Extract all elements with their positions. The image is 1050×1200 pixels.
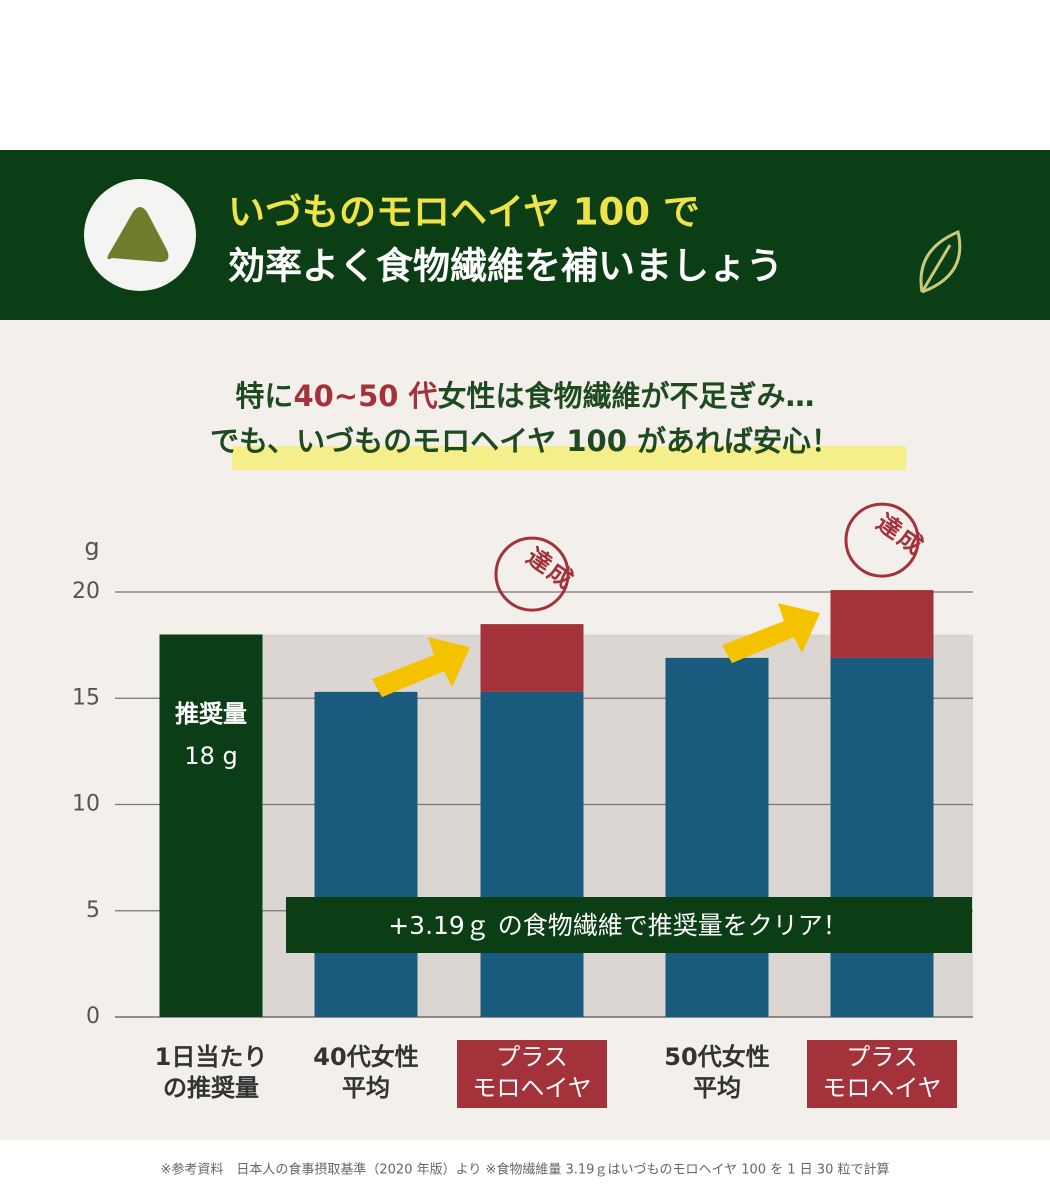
category-box: [457, 1040, 607, 1108]
bar-series-label: 推奨量: [175, 700, 247, 728]
bar: [314, 691, 418, 1017]
x-tick-label: 平均: [342, 1074, 390, 1102]
x-tick-label: モロヘイヤ: [822, 1074, 941, 1102]
annotation: +3.19ｇ の食物繊維で推奨量をクリア！: [388, 911, 848, 940]
x-tick-label: プラス: [496, 1043, 568, 1071]
x-tick-label: プラス: [846, 1043, 918, 1071]
bar-value-label: 18 g: [184, 742, 237, 770]
header-title-line1: いづものモロヘイヤ 100 で: [228, 191, 700, 234]
y-tick-label: 5: [86, 898, 100, 923]
bar: [665, 657, 769, 1017]
lead-line1: 特に40~50 代女性は食物繊維が不足ぎみ…: [235, 379, 814, 413]
x-tick-label: 平均: [693, 1074, 741, 1102]
bar: [480, 691, 584, 1017]
annotation-box: [286, 897, 972, 953]
footnote: ※参考資料 日本人の食事摂取基準（2020 年版）より ※食物繊維量 3.19ｇ…: [161, 1162, 890, 1178]
arrow: [722, 603, 820, 664]
tablet: [107, 207, 169, 262]
y-tick-label: 10: [72, 792, 100, 817]
y-tick-label: 15: [72, 685, 100, 710]
bar: [830, 590, 934, 658]
x-tick-label: モロヘイヤ: [472, 1074, 591, 1102]
lead-line2: でも、いづものモロヘイヤ 100 があれば安心！: [210, 424, 840, 458]
y-tick-label: 20: [72, 579, 100, 604]
highlight: [232, 446, 906, 470]
header-title-line2: 効率よく食物繊維を補いましょう: [228, 245, 783, 288]
x-tick-label: の推奨量: [163, 1074, 259, 1102]
category-box: [807, 1040, 957, 1108]
x-tick-label: 40代女性: [313, 1043, 418, 1071]
y-tick-label: 0: [86, 1004, 100, 1029]
stamp-ring: [494, 536, 570, 612]
leaf-icon: [919, 229, 962, 294]
stamp-ring: [844, 502, 920, 578]
bar: [480, 624, 584, 692]
arrow: [372, 637, 470, 698]
x-tick-label: 50代女性: [664, 1043, 769, 1071]
x-tick-label: 1日当たり: [155, 1043, 268, 1071]
y-unit: g: [84, 533, 99, 561]
bar: [830, 657, 934, 1017]
bar: [159, 634, 263, 1017]
